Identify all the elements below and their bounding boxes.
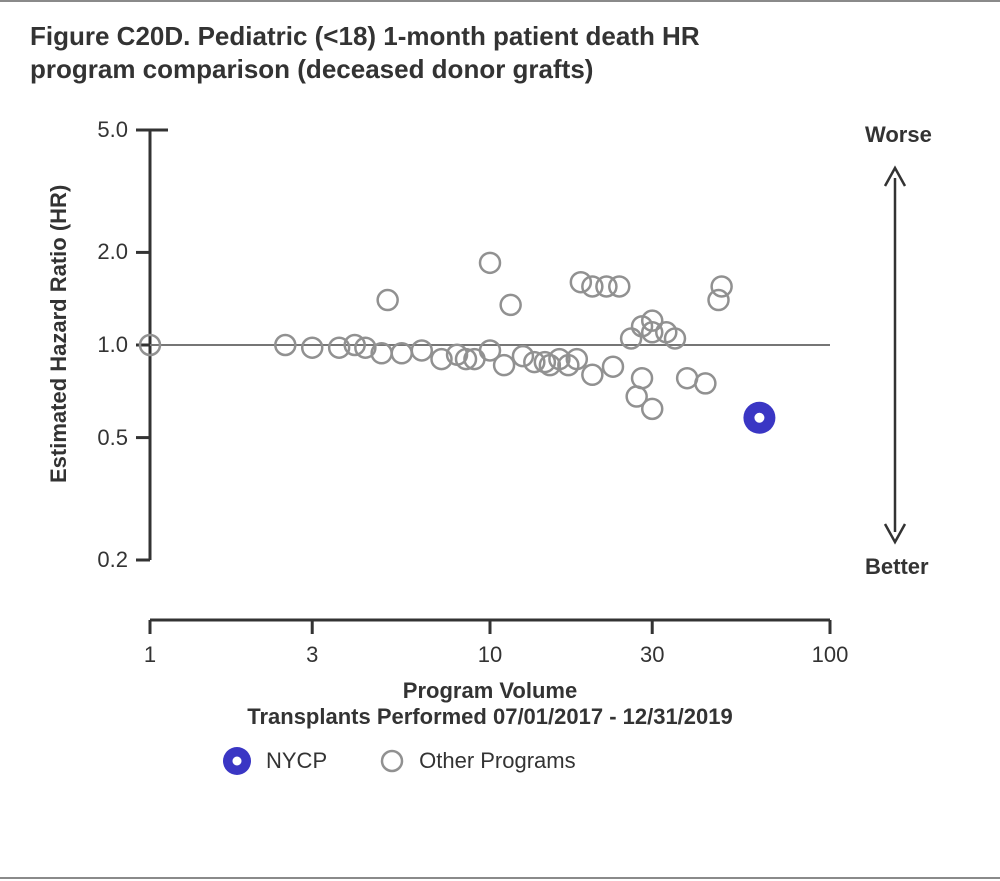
legend-item-highlight: NYCP: [220, 744, 327, 778]
scatter-point-other: [712, 276, 732, 296]
scatter-point-other: [677, 368, 697, 388]
scatter-point-other: [302, 338, 322, 358]
scatter-point-other: [513, 346, 533, 366]
legend-label-highlight: NYCP: [266, 748, 327, 774]
legend-swatch-highlight: [220, 744, 254, 778]
scatter-point-other: [480, 253, 500, 273]
annotation-better: Better: [865, 554, 929, 580]
scatter-point-other: [632, 368, 652, 388]
scatter-point-other: [609, 276, 629, 296]
y-tick-label: 0.5: [76, 425, 128, 451]
x-tick-label: 3: [282, 642, 342, 668]
y-tick-label: 1.0: [76, 332, 128, 358]
scatter-point-other: [582, 365, 602, 385]
scatter-point-other: [642, 399, 662, 419]
x-tick-label: 10: [460, 642, 520, 668]
scatter-point-other: [603, 357, 623, 377]
y-tick-label: 5.0: [76, 117, 128, 143]
annotation-worse: Worse: [865, 122, 932, 148]
scatter-point-other: [378, 290, 398, 310]
bottom-rule: [0, 877, 1000, 879]
legend-label-other: Other Programs: [419, 748, 576, 774]
x-tick-label: 100: [800, 642, 860, 668]
x-axis-label: Program Volume Transplants Performed 07/…: [90, 678, 890, 731]
y-tick-label: 0.2: [76, 547, 128, 573]
figure-container: Figure C20D. Pediatric (<18) 1-month pat…: [0, 0, 1000, 881]
x-tick-label: 1: [120, 642, 180, 668]
y-tick-label: 2.0: [76, 239, 128, 265]
scatter-point-other: [571, 272, 591, 292]
scatter-point-other: [501, 295, 521, 315]
legend-item-other: Other Programs: [377, 746, 576, 776]
scatter-point-highlight-hole: [754, 413, 764, 423]
scatter-point-other: [695, 373, 715, 393]
legend: NYCP Other Programs: [220, 744, 576, 778]
x-tick-label: 30: [622, 642, 682, 668]
scatter-point-other: [412, 340, 432, 360]
scatter-point-other: [494, 355, 514, 375]
legend-swatch-other: [377, 746, 407, 776]
scatter-point-other: [392, 343, 412, 363]
scatter-point-other: [709, 290, 729, 310]
